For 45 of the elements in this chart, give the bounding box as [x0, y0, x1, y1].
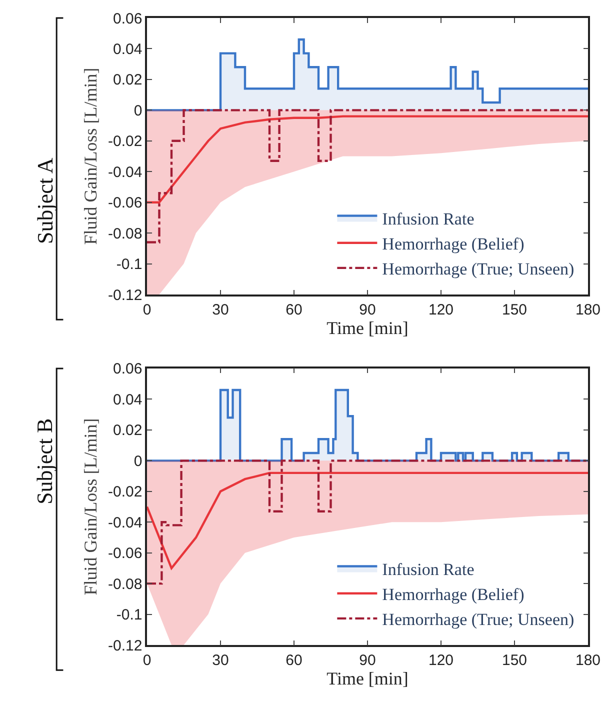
y-axis-title: Fluid Gain/Loss [L/min] — [80, 68, 101, 245]
x-tick-label: 120 — [428, 301, 454, 318]
y-tick-label: -0.04 — [108, 514, 142, 532]
legend-label: Hemorrhage (True; Unseen) — [382, 260, 574, 279]
legend-label: Hemorrhage (Belief) — [382, 234, 524, 254]
x-tick-label: 90 — [359, 652, 376, 669]
text: Subject A — [32, 158, 58, 244]
y-tick-label: -0.06 — [108, 194, 142, 212]
x-tick-label: 60 — [286, 652, 302, 669]
y-tick-label: 0.04 — [113, 391, 142, 408]
y-tick-label: -0.08 — [108, 576, 142, 593]
y-tick-label: 0.02 — [113, 72, 142, 89]
y-tick-label: -0.04 — [108, 164, 142, 181]
legend-label: Hemorrhage (Belief) — [382, 584, 524, 604]
text: Subject B — [32, 418, 57, 504]
x-tick-label: 150 — [502, 301, 528, 318]
y-tick-label: -0.06 — [108, 545, 142, 562]
x-tick-label: 180 — [575, 301, 601, 318]
x-axis-title: Time [min] — [326, 668, 408, 689]
y-tick-label: -0.12 — [108, 637, 142, 654]
y-tick-label: 0.06 — [113, 10, 142, 28]
x-axis-title: Time [min] — [326, 318, 408, 338]
y-tick-label: -0.02 — [108, 484, 142, 501]
line-series — [147, 115, 588, 204]
x-tick-label: 150 — [502, 652, 528, 669]
y-tick-label: 0.04 — [113, 40, 142, 58]
y-tick-label: -0.1 — [116, 606, 142, 624]
y-tick-label: -0.1 — [116, 256, 142, 274]
y-tick-label: -0.08 — [108, 225, 142, 242]
x-tick-label: 60 — [286, 301, 302, 318]
x-tick-label: 90 — [359, 301, 376, 318]
x-tick-label: 30 — [212, 652, 229, 669]
y-tick-label: -0.12 — [108, 286, 142, 304]
y-tick-label: -0.02 — [108, 133, 142, 150]
y-tick-label: 0.02 — [113, 422, 142, 440]
legend-label: Infusion Rate — [382, 560, 474, 579]
x-tick-label: 30 — [212, 301, 229, 318]
x-tick-label: 180 — [575, 652, 601, 669]
y-tick-label: 0 — [134, 452, 142, 470]
y-axis-title: Fluid Gain/Loss [L/min] — [80, 418, 101, 596]
legend-label: Infusion Rate — [382, 209, 474, 228]
y-tick-label: 0.06 — [113, 360, 142, 378]
y-tick-label: 0 — [134, 102, 142, 120]
legend-label: Hemorrhage (True; Unseen) — [382, 610, 574, 630]
x-tick-label: 120 — [428, 652, 454, 669]
